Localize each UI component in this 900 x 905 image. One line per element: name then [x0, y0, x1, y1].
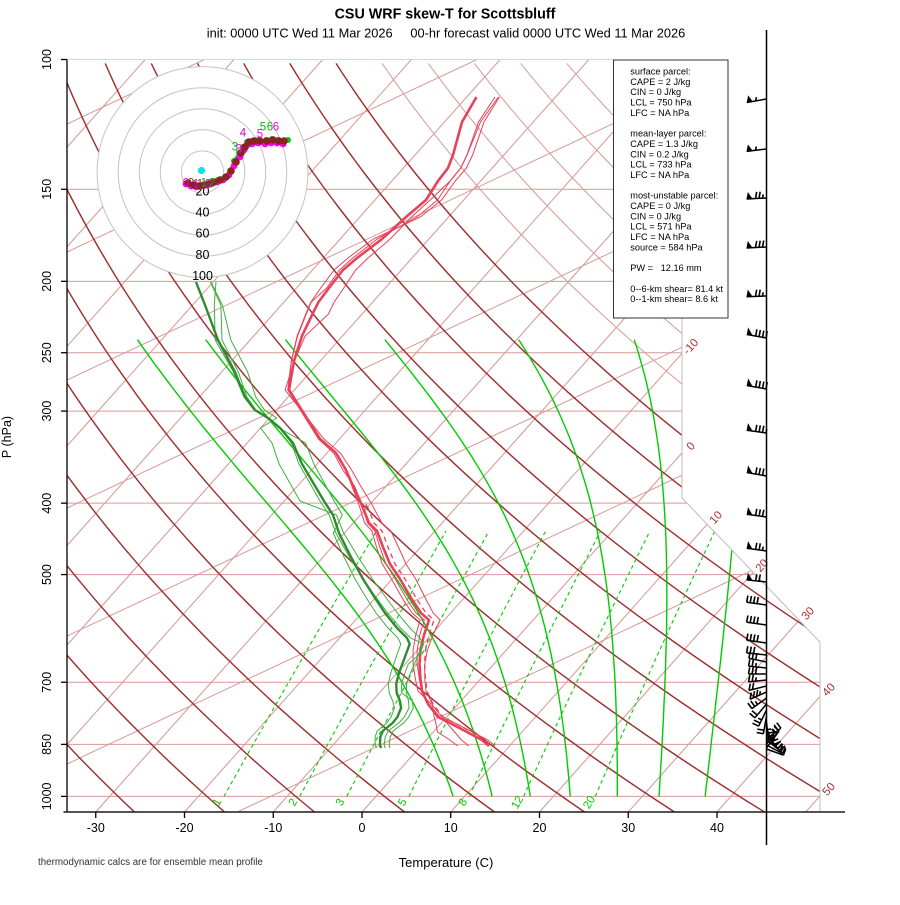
svg-text:CIN = 0.2 J/kg: CIN = 0.2 J/kg: [630, 149, 688, 159]
svg-text:200: 200: [40, 271, 54, 292]
svg-text:CAPE = 1.3 J/kg: CAPE = 1.3 J/kg: [630, 139, 698, 149]
svg-text:LCL = 733 hPa: LCL = 733 hPa: [630, 160, 692, 170]
svg-text:-10: -10: [264, 821, 282, 835]
svg-text:LCL = 571 hPa: LCL = 571 hPa: [630, 222, 692, 232]
svg-text:source = 584 hPa: source = 584 hPa: [630, 242, 703, 252]
svg-text:P (hPa): P (hPa): [0, 416, 14, 458]
svg-text:PW = 12.16 mm: PW = 12.16 mm: [630, 263, 702, 273]
svg-text:10: 10: [444, 821, 458, 835]
svg-text:surface parcel:: surface parcel:: [630, 67, 690, 77]
svg-text:40: 40: [196, 206, 210, 220]
svg-text:thermodynamic calcs are for en: thermodynamic calcs are for ensemble mea…: [38, 857, 263, 868]
svg-text:30: 30: [621, 821, 635, 835]
svg-text:CIN = 0 J/kg: CIN = 0 J/kg: [630, 87, 681, 97]
svg-text:init: 0000 UTC Wed 11 Mar 2026: init: 0000 UTC Wed 11 Mar 2026 00-hr for…: [207, 25, 685, 40]
svg-text:500: 500: [40, 564, 54, 585]
svg-text:2: 2: [209, 178, 215, 190]
svg-text:0: 0: [359, 821, 366, 835]
svg-text:100: 100: [192, 269, 213, 283]
svg-text:LFC = NA hPa: LFC = NA hPa: [630, 170, 690, 180]
svg-text:250: 250: [40, 342, 54, 363]
svg-text:mean-layer parcel:: mean-layer parcel:: [630, 129, 706, 139]
svg-text:1000: 1000: [40, 782, 54, 810]
svg-text:LCL = 750 hPa: LCL = 750 hPa: [630, 98, 692, 108]
svg-text:LFC = NA hPa: LFC = NA hPa: [630, 232, 690, 242]
svg-text:CAPE = 2 J/kg: CAPE = 2 J/kg: [630, 77, 690, 87]
svg-text:Temperature (C): Temperature (C): [399, 855, 494, 870]
svg-text:40: 40: [710, 821, 724, 835]
svg-text:700: 700: [40, 672, 54, 693]
svg-text:0--1-km shear= 8.6 kt: 0--1-km shear= 8.6 kt: [630, 294, 718, 304]
svg-text:-30: -30: [87, 821, 105, 835]
svg-text:6: 6: [273, 122, 279, 134]
svg-text:400: 400: [40, 493, 54, 514]
svg-text:most-unstable parcel:: most-unstable parcel:: [630, 191, 718, 201]
svg-text:80: 80: [196, 248, 210, 262]
svg-text:CIN = 0 J/kg: CIN = 0 J/kg: [630, 211, 681, 221]
svg-text:CSU WRF skew-T for Scottsbluff: CSU WRF skew-T for Scottsbluff: [335, 7, 556, 23]
svg-text:150: 150: [40, 179, 54, 200]
svg-text:LFC = NA hPa: LFC = NA hPa: [630, 108, 690, 118]
svg-text:0--6-km shear= 81.4 kt: 0--6-km shear= 81.4 kt: [630, 284, 723, 294]
svg-text:850: 850: [40, 734, 54, 755]
svg-text:60: 60: [196, 227, 210, 241]
svg-text:CAPE = 0 J/kg: CAPE = 0 J/kg: [630, 201, 690, 211]
svg-text:300: 300: [40, 401, 54, 422]
svg-text:4: 4: [240, 128, 247, 140]
svg-text:20: 20: [533, 821, 547, 835]
svg-text:100: 100: [40, 49, 54, 70]
svg-text:3: 3: [236, 144, 242, 156]
svg-text:5: 5: [260, 122, 266, 134]
svg-text:-20: -20: [175, 821, 193, 835]
